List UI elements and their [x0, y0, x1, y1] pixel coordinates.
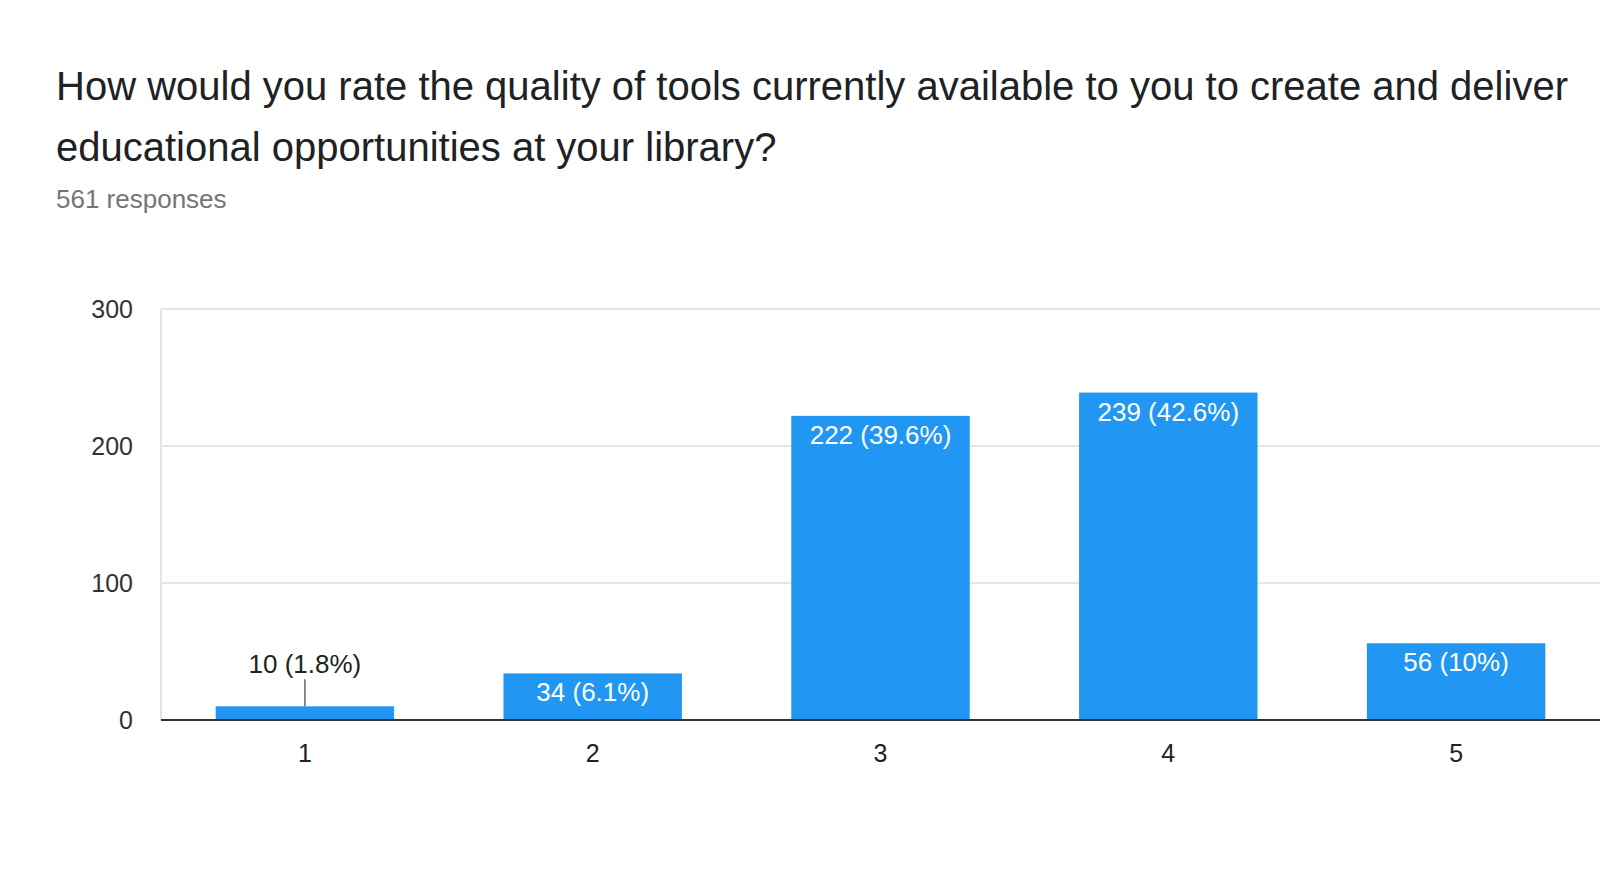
bar	[1079, 393, 1257, 720]
data-label: 239 (42.6%)	[1097, 397, 1239, 427]
chart-subtitle: 561 responses	[56, 184, 227, 215]
label-leader	[304, 679, 306, 706]
x-tick-label: 1	[298, 739, 312, 767]
y-tick-label: 200	[91, 432, 133, 460]
chart-svg: 0 100 200 300 10 (1.8%) 34 (6.1%) 222 (39.6%) 2…	[0, 0, 1600, 892]
y-tick-label: 0	[119, 706, 133, 734]
y-axis-line	[160, 309, 162, 720]
x-axis-line	[161, 719, 1600, 721]
data-label: 10 (1.8%)	[249, 649, 362, 679]
grid-line	[161, 308, 1600, 310]
x-tick-label: 4	[1161, 739, 1175, 767]
data-label: 222 (39.6%)	[810, 420, 952, 450]
bar	[216, 706, 394, 720]
x-tick-label: 5	[1449, 739, 1463, 767]
x-tick-label: 3	[874, 739, 888, 767]
bar	[1367, 643, 1545, 720]
x-tick-label: 2	[586, 739, 600, 767]
bars	[216, 393, 1546, 720]
grid-line	[161, 719, 1600, 721]
chart-title: How would you rate the quality of tools …	[56, 56, 1576, 178]
y-tick-label: 300	[91, 295, 133, 323]
data-label: 34 (6.1%)	[536, 677, 649, 707]
bar	[791, 416, 969, 720]
bar	[503, 673, 681, 720]
data-labels: 10 (1.8%) 34 (6.1%) 222 (39.6%) 239 (42.6%)…	[249, 397, 1509, 708]
y-tick-label: 100	[91, 569, 133, 597]
data-label: 56 (10%)	[1403, 647, 1509, 677]
